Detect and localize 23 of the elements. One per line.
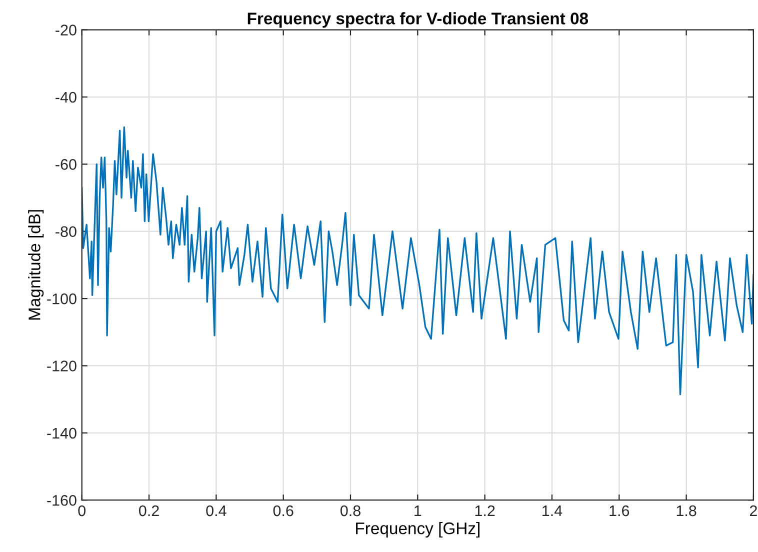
x-tick-label: 1.6 [610, 505, 630, 516]
x-tick-label: 0.8 [340, 505, 360, 516]
x-tick-label: 0.2 [139, 505, 159, 516]
y-tick-label: -20 [56, 24, 76, 36]
x-tick-label: 0 [78, 505, 86, 516]
chart-title: Frequency spectra for V-diode Transient 08 [248, 12, 588, 28]
x-tick-label: 1.4 [542, 506, 562, 516]
y-tick-label: -100 [47, 293, 76, 304]
y-tick-label: -60 [56, 159, 76, 170]
y-tick-label: -140 [47, 428, 76, 439]
y-tick-label: -40 [56, 92, 76, 103]
y-tick-label: -80 [56, 226, 76, 238]
x-tick-label: 0.6 [273, 505, 294, 516]
y-tick-label: -160 [47, 494, 76, 506]
x-tick-label: 1.8 [676, 505, 696, 516]
x-tick-label: 0.4 [206, 505, 226, 516]
y-axis-title: Magnitude [dB] [28, 210, 44, 320]
line-series [82, 126, 754, 396]
x-axis-title: Frequency [GHz] [356, 522, 480, 538]
x-tick-label: 1.2 [475, 505, 495, 516]
x-tick-label: 1 [414, 506, 422, 516]
x-tick-label: 2 [750, 505, 757, 516]
y-tick-label: -120 [47, 360, 76, 372]
